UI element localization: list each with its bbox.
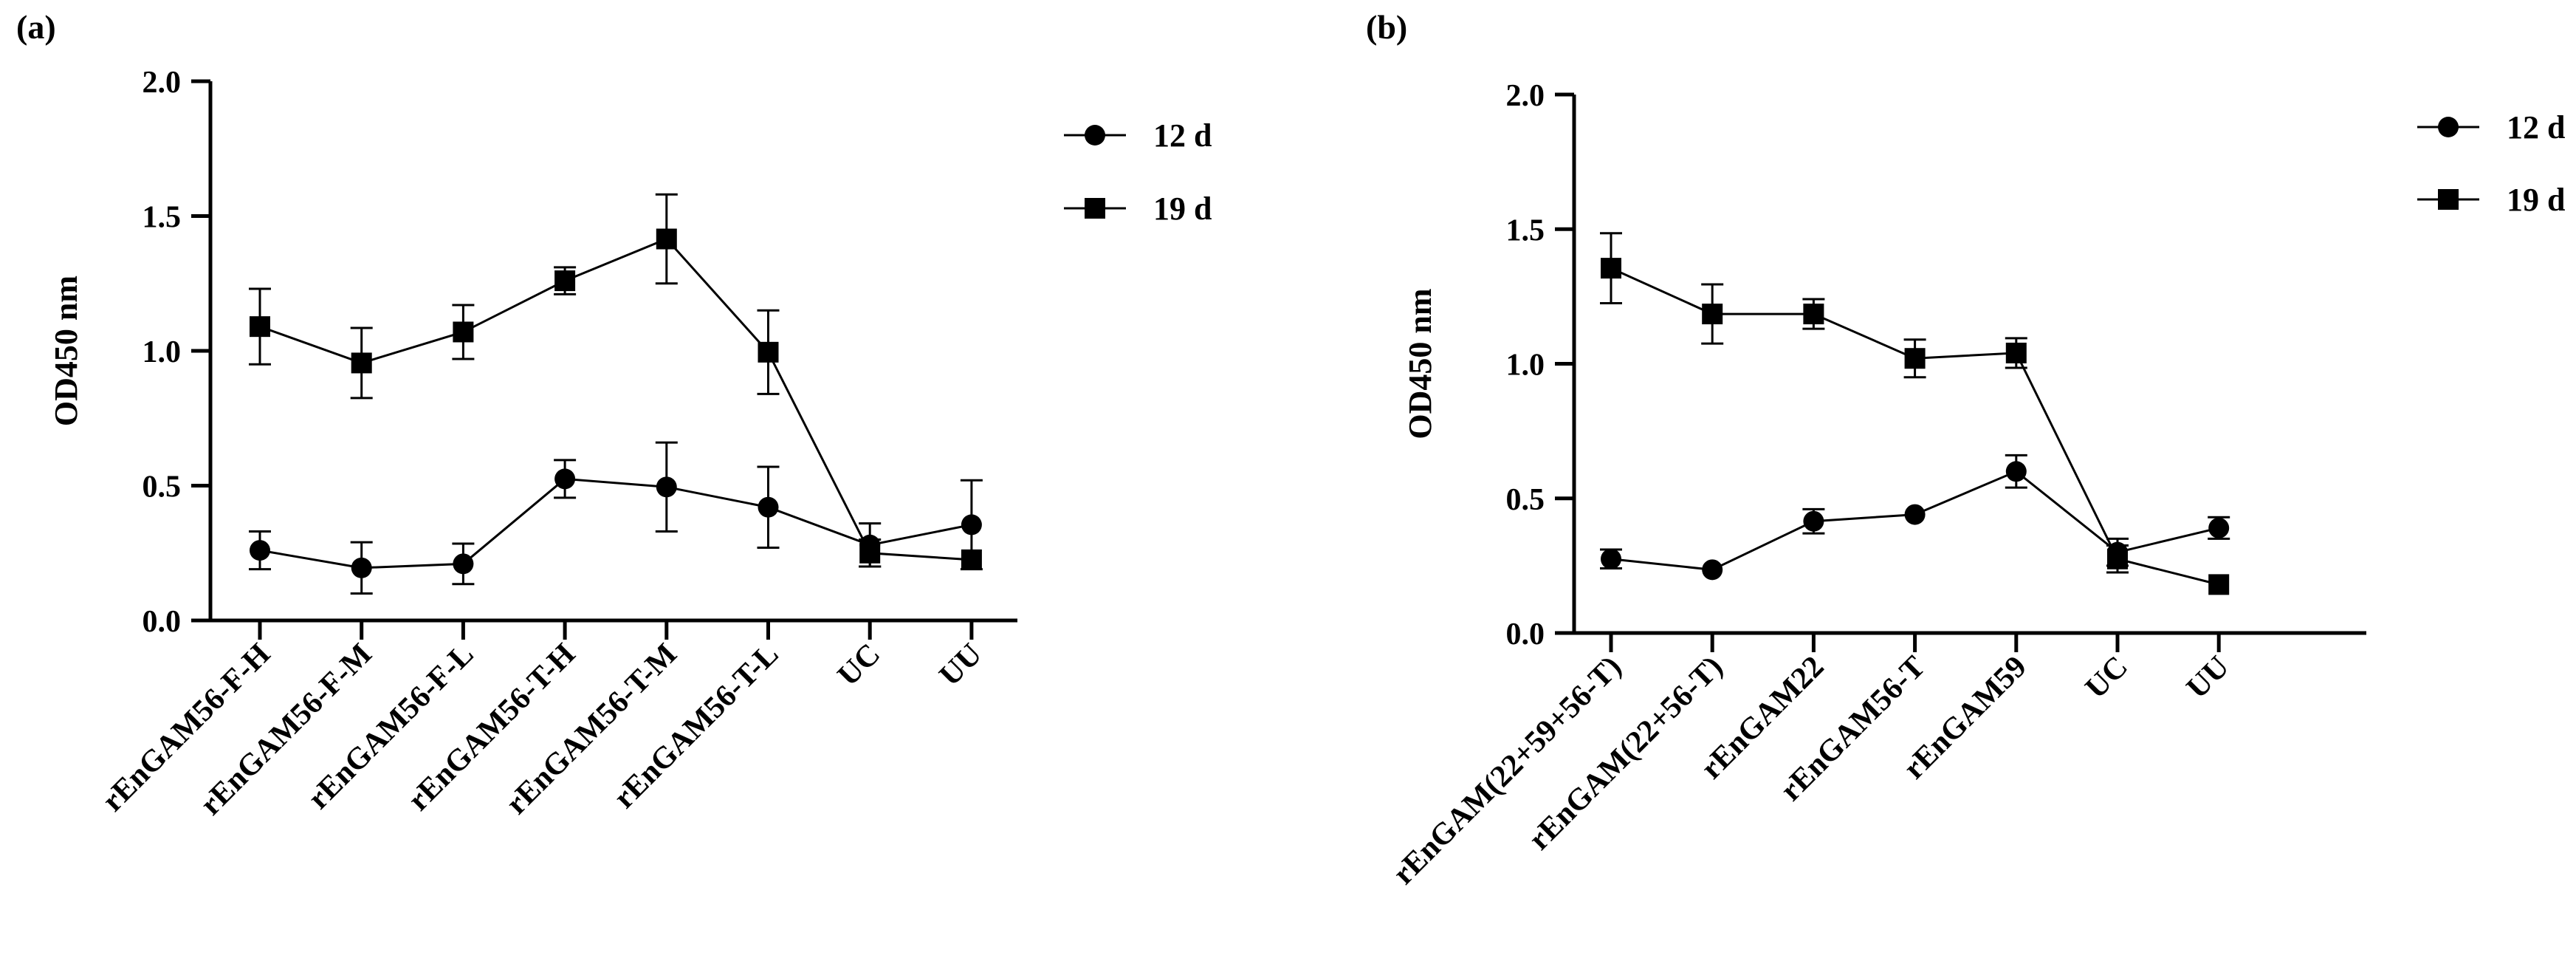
legend-entry: 19 d [2417, 182, 2565, 218]
x-tick-label: rEnGAM56-F-H [96, 637, 277, 818]
y-tick-label: 1.0 [142, 335, 182, 369]
data-point-square [1803, 304, 1824, 325]
panel-label: (b) [1366, 8, 1407, 46]
series-12-d [249, 441, 983, 595]
data-point-square [961, 549, 982, 570]
data-point-square [453, 321, 474, 343]
data-point-circle [453, 553, 474, 575]
x-tick-label: UC [831, 637, 887, 693]
legend-label: 19 d [1153, 191, 1212, 227]
y-tick-label: 0.0 [1506, 617, 1545, 651]
legend-label: 12 d [2507, 109, 2565, 146]
legend-label: 19 d [2507, 182, 2565, 218]
y-tick-label: 0.5 [1506, 483, 1545, 517]
data-point-circle [1601, 548, 1621, 569]
data-point-circle [1702, 559, 1723, 581]
y-tick-label: 1.5 [1506, 213, 1545, 247]
data-point-square [2208, 574, 2230, 595]
x-tick-label: UC [2079, 650, 2134, 705]
y-tick-label: 0.0 [142, 605, 182, 639]
series-12-d [1600, 454, 2230, 581]
data-point-square [859, 542, 881, 564]
series-19-d [249, 193, 982, 570]
data-point-square [351, 352, 372, 374]
data-point-circle [351, 557, 372, 578]
legend-marker-circle [1085, 125, 1105, 146]
y-axis-title: OD450 nm [48, 276, 84, 426]
y-tick-label: 0.5 [142, 471, 182, 504]
data-point-square [1601, 258, 1621, 279]
x-tick-label: UU [2180, 650, 2236, 705]
y-tick-label: 2.0 [142, 66, 182, 100]
series-19-d [1600, 232, 2230, 595]
series-line [259, 237, 972, 561]
y-tick-label: 1.5 [142, 201, 182, 235]
legend-entry: 12 d [2417, 109, 2565, 146]
x-tick-label: rEnGAM56-T-M [500, 637, 684, 821]
data-point-circle [250, 540, 270, 561]
legend-marker-square [2438, 189, 2459, 210]
legend-marker-square [1085, 198, 1105, 219]
data-point-square [2005, 342, 2027, 363]
data-point-circle [554, 468, 576, 490]
x-tick-label: UU [933, 637, 989, 693]
data-point-square [1904, 348, 1926, 369]
data-point-square [2107, 548, 2128, 569]
x-tick-label: rEnGAM(22+56-T) [1522, 650, 1729, 857]
data-point-square [250, 316, 270, 338]
data-point-circle [758, 496, 779, 518]
data-point-circle [1803, 510, 1824, 532]
y-tick-label: 2.0 [1506, 79, 1545, 113]
data-point-square [1702, 304, 1723, 325]
legend-entry: 12 d [1064, 117, 1212, 154]
data-point-circle [1904, 504, 1926, 525]
y-tick-label: 1.0 [1506, 349, 1545, 383]
data-point-circle [656, 476, 677, 498]
data-point-circle [961, 514, 982, 536]
legend-entry: 19 d [1064, 191, 1212, 227]
data-point-square [656, 228, 677, 250]
data-point-circle [2005, 461, 2027, 482]
panel-label: (a) [16, 8, 56, 46]
data-point-square [554, 270, 576, 292]
legend-label: 12 d [1153, 117, 1212, 154]
data-point-square [758, 341, 779, 363]
x-tick-label: rEnGAM56-F-M [193, 637, 378, 822]
y-axis-title: OD450 nm [1402, 288, 1438, 439]
data-point-circle [2208, 517, 2230, 538]
legend-marker-circle [2438, 117, 2459, 137]
series-line [259, 477, 972, 569]
